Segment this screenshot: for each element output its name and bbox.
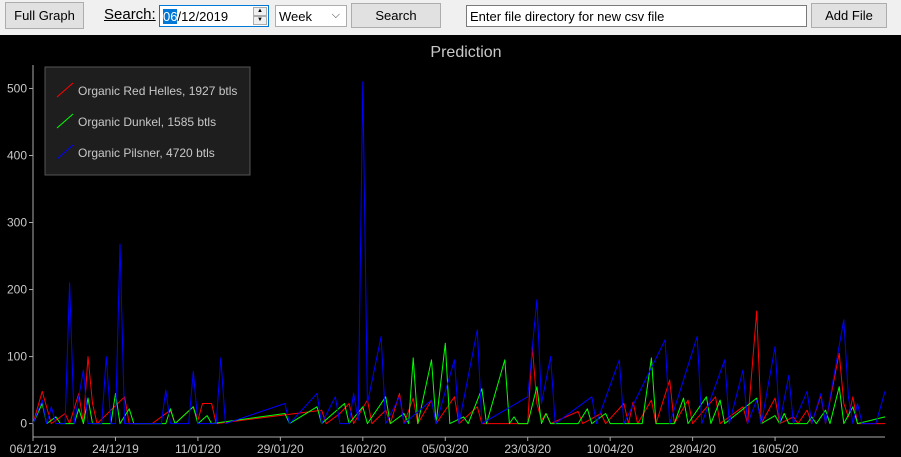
legend-entry-label: Organic Pilsner, 4720 btls (78, 146, 215, 160)
plot-area (32, 81, 886, 425)
chart-title: Prediction (430, 44, 501, 61)
y-tick-label: 400 (7, 148, 27, 162)
x-tick-label: 11/01/20 (175, 442, 221, 456)
series-line-2 (32, 342, 886, 425)
spin-down-icon[interactable]: ▼ (253, 16, 267, 25)
date-selected-segment: 06 (163, 8, 178, 24)
date-input[interactable]: 06/12/2019 ▲ ▼ (159, 5, 269, 27)
x-tick-label: 29/01/20 (257, 442, 304, 456)
legend-swatch (56, 82, 74, 98)
x-tick-label: 23/03/20 (504, 442, 551, 456)
chart-axes: 0 100 200 300 400 500 06/12/19 24/12/19 11/01/20… (7, 65, 885, 456)
y-tick-label: 0 (20, 417, 27, 431)
x-tick-label: 24/12/19 (92, 442, 139, 456)
legend-swatch (56, 113, 74, 129)
search-button[interactable]: Search (351, 3, 441, 28)
x-tick-label: 05/03/20 (422, 442, 469, 456)
legend-entry-label: Organic Dunkel, 1585 btls (78, 115, 216, 129)
x-tick-label: 16/02/20 (339, 442, 386, 456)
y-tick-label: 100 (7, 350, 27, 364)
legend-entry-label: Organic Red Helles, 1927 btls (78, 84, 237, 98)
csv-path-input[interactable] (466, 5, 807, 27)
legend: Organic Red Helles, 1927 btls Organic Dun… (44, 66, 251, 176)
date-remainder: /12/2019 (177, 8, 229, 24)
series-line-3 (32, 81, 886, 425)
legend-swatch (56, 144, 74, 160)
series-line-1 (32, 310, 885, 425)
x-tick-label: 06/12/19 (10, 442, 57, 456)
x-tick-label: 16/05/20 (752, 442, 799, 456)
date-text: 06/12/2019 (160, 8, 229, 24)
date-spinner[interactable]: ▲ ▼ (253, 7, 267, 25)
chevron-down-icon: ⌵ (331, 9, 340, 21)
period-value: Week (279, 8, 312, 24)
x-tick-label: 10/04/20 (587, 442, 634, 456)
search-label: Search: (104, 6, 156, 23)
y-tick-label: 500 (7, 81, 27, 95)
legend-box (44, 66, 251, 176)
y-tick-label: 300 (7, 216, 27, 230)
toolbar: Full Graph Search: 06/12/2019 ▲ ▼ Week ⌵… (0, 0, 901, 33)
add-file-button[interactable]: Add File (811, 3, 887, 28)
spin-up-icon[interactable]: ▲ (253, 7, 267, 16)
x-tick-label: 28/04/20 (669, 442, 716, 456)
period-select[interactable]: Week ⌵ (275, 5, 347, 27)
prediction-chart: Prediction 0 100 200 300 400 500 06/12/19 24/12… (0, 35, 901, 457)
full-graph-button[interactable]: Full Graph (5, 2, 84, 29)
y-tick-label: 200 (7, 283, 27, 297)
chart-canvas: Prediction 0 100 200 300 400 500 06/12/19 24/12… (7, 44, 886, 456)
